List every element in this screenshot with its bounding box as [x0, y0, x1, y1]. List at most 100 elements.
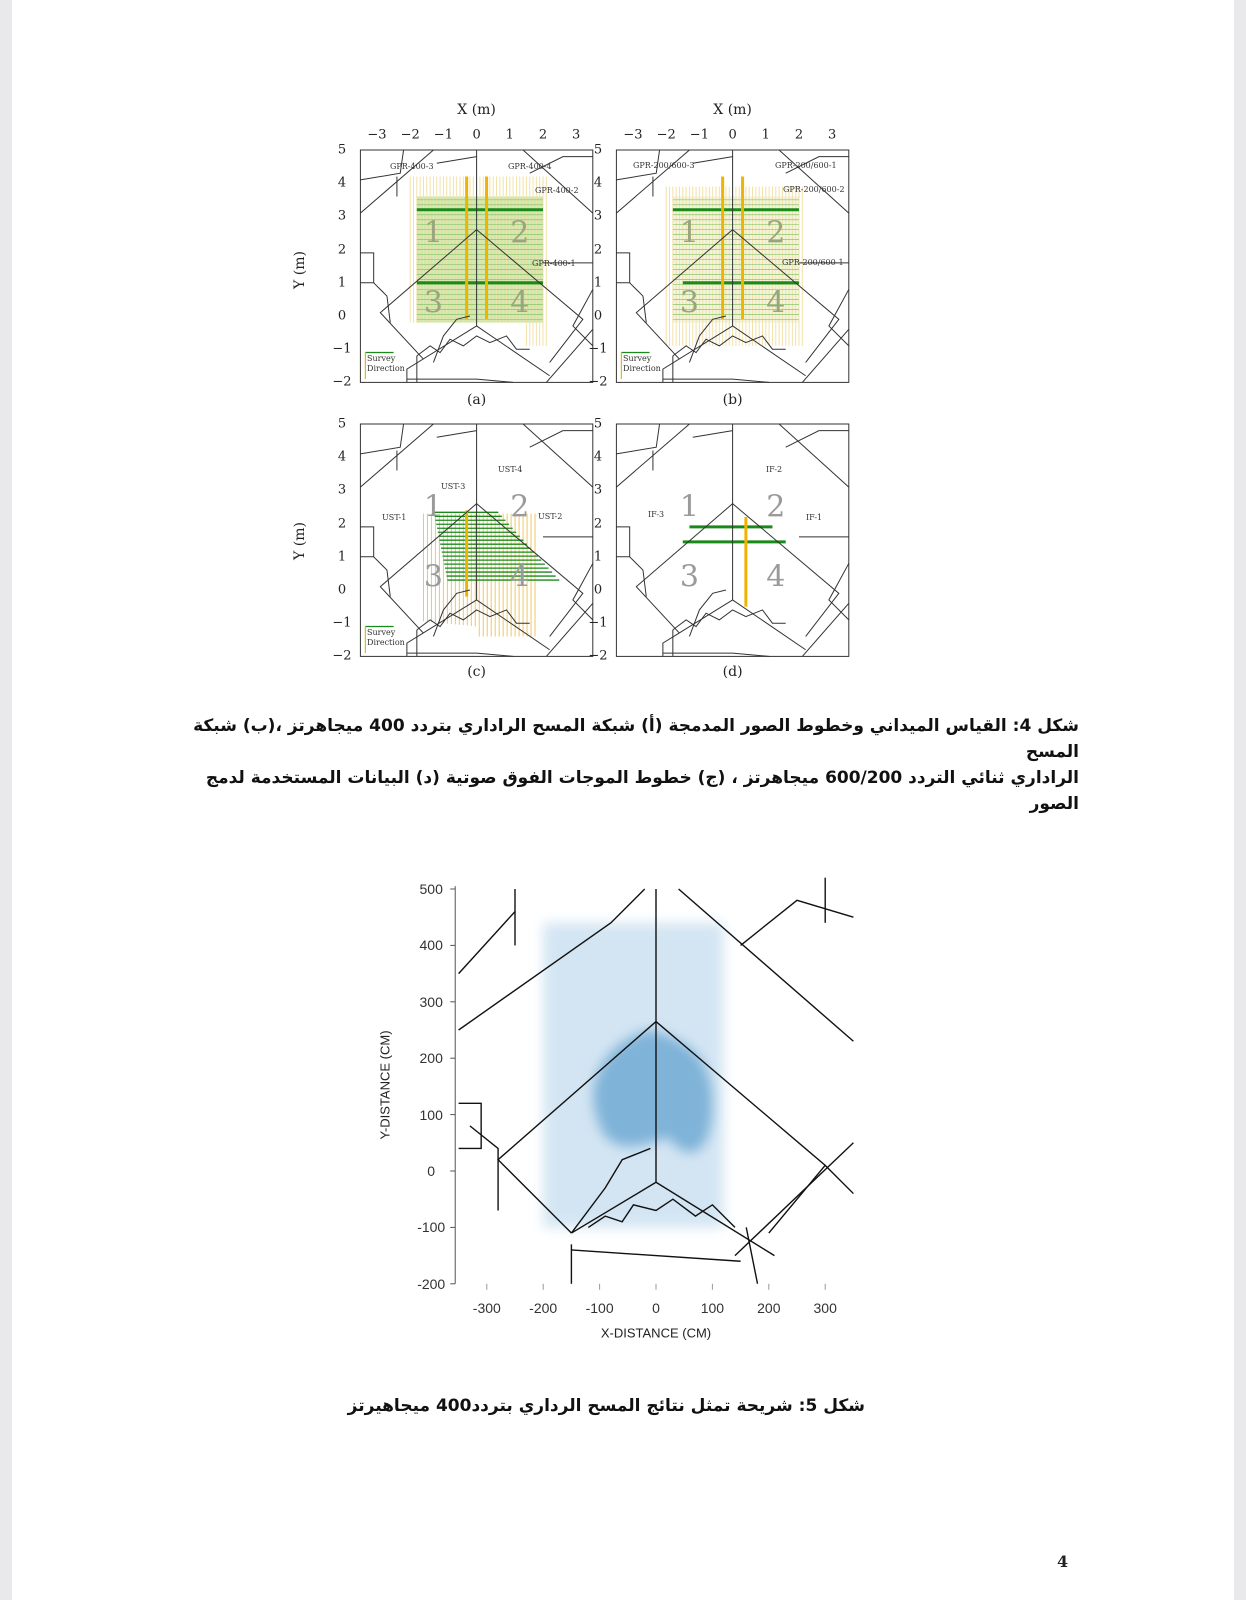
- y-axis-title: Y (m): [292, 522, 308, 560]
- map-curve: [432, 315, 471, 363]
- region-number: 3: [423, 559, 443, 595]
- x-tick-label: 1: [505, 127, 514, 143]
- x-tick-label: −3: [367, 127, 387, 143]
- fig5-y-tick-label: 0: [427, 1163, 436, 1179]
- map-diamond-right: [476, 503, 584, 637]
- line-label: UST-3: [441, 482, 466, 491]
- y-tick-label: 3: [337, 482, 347, 498]
- fig5-map-line: [571, 1249, 741, 1262]
- fig5-x-tick-label: 0: [652, 1299, 660, 1316]
- map-lower-right: [732, 325, 806, 377]
- x-tick-label: −2: [656, 127, 676, 143]
- y-tick-label: 1: [593, 275, 603, 291]
- line-label: IF-1: [806, 513, 823, 522]
- region-number: 4: [766, 559, 786, 595]
- y-tick-label: 5: [337, 416, 347, 432]
- map-wavy-edge: [416, 335, 530, 357]
- figure-graphics: [359, 149, 857, 1290]
- map-boundary: [785, 156, 849, 174]
- y-tick-label: 2: [337, 516, 347, 532]
- region-number: 1: [679, 489, 699, 525]
- map-boundary: [545, 328, 594, 383]
- fig5-x-tick-label: 200: [757, 1299, 781, 1316]
- x-tick-label: 3: [572, 127, 581, 143]
- line-label: GPR-200/600-1: [782, 258, 844, 267]
- x-tick-label: 3: [828, 127, 837, 143]
- map-curve: [688, 315, 727, 363]
- y-tick-label: −2: [332, 648, 352, 664]
- map-boundary: [522, 149, 594, 214]
- fig5-x-tick-label: 300: [813, 1299, 837, 1316]
- line-label: GPR-400-4: [508, 162, 552, 171]
- fig5-map-line: [469, 1125, 499, 1211]
- survey-direction-label: Survey: [623, 354, 652, 364]
- line-label: UST-2: [538, 512, 563, 521]
- y-tick-label: 4: [593, 449, 603, 465]
- map-curve: [373, 556, 391, 597]
- map-wavy-edge: [672, 335, 786, 357]
- y-tick-label: −2: [588, 648, 608, 664]
- fig5-x-axis-title: X-DISTANCE (CM): [600, 1325, 712, 1341]
- y-tick-label: −2: [332, 374, 352, 390]
- line-label: GPR-200/600-2: [783, 185, 845, 194]
- x-tick-label: −3: [623, 127, 643, 143]
- survey-direction-label: Survey: [367, 354, 396, 364]
- map-diamond-left: [379, 229, 477, 360]
- y-tick-label: 3: [593, 208, 603, 224]
- figure4-caption-line2: الراداري ثنائي التردد 600/200 ميجاهرتز ،…: [205, 768, 1079, 814]
- fig5-x-tick-label: 100: [700, 1299, 725, 1316]
- map-boundary: [616, 423, 661, 455]
- map-box: [360, 252, 375, 284]
- fig5-x-tick-label: -200: [529, 1299, 558, 1316]
- map-boundary: [801, 328, 850, 383]
- map-curve: [432, 589, 471, 637]
- y-tick-label: −1: [588, 615, 608, 631]
- map-boundary: [406, 652, 514, 657]
- fig5-map-line: [571, 1181, 657, 1234]
- map-boundary: [522, 423, 594, 488]
- survey-direction-label: Direction: [623, 364, 661, 374]
- fig5-map-line: [745, 1227, 759, 1284]
- y-tick-label: 3: [593, 482, 603, 498]
- y-tick-label: −2: [588, 374, 608, 390]
- map-boundary: [406, 378, 514, 383]
- y-tick-label: 0: [593, 582, 603, 598]
- map-boundary: [616, 149, 661, 181]
- fig5-map-line: [678, 888, 854, 1042]
- y-tick-label: 5: [593, 416, 603, 432]
- map-diamond-right: [476, 229, 584, 363]
- map-boundary: [529, 430, 593, 448]
- map-diamond-left: [635, 229, 733, 360]
- y-tick-label: 1: [337, 275, 347, 291]
- fig5-map-line: [740, 899, 854, 946]
- figure4-caption-line1: شكل 4: القياس الميداني وخطوط الصور المدم…: [193, 716, 1079, 762]
- survey-direction-label: Direction: [367, 364, 405, 374]
- fig5-y-tick-label: 200: [419, 1050, 443, 1067]
- map-box: [616, 252, 631, 284]
- region-number: 1: [679, 215, 699, 251]
- region-number: 4: [510, 559, 530, 595]
- map-boundary: [662, 378, 770, 383]
- line-label: IF-3: [648, 510, 665, 519]
- fig5-y-tick-label: 400: [419, 937, 443, 954]
- map-boundary: [436, 430, 477, 438]
- fig5-map-line: [570, 1147, 651, 1234]
- map-boundary: [572, 563, 594, 621]
- line-label: GPR-400-1: [532, 259, 576, 268]
- fig5-map-line: [458, 888, 646, 1031]
- region-number: 3: [423, 285, 443, 321]
- map-boundary: [778, 423, 850, 488]
- x-tick-label: 2: [538, 127, 548, 143]
- map-boundary: [360, 423, 405, 455]
- region-number: 4: [766, 285, 786, 321]
- x-tick-label: −1: [689, 127, 709, 143]
- x-axis-title: X (m): [713, 102, 752, 118]
- region-number: 3: [679, 559, 699, 595]
- panel-subcaption: (a): [466, 392, 487, 408]
- fig5-y-tick-label: 300: [419, 993, 443, 1010]
- x-axis-title: X (m): [457, 102, 496, 118]
- y-tick-label: 2: [593, 516, 603, 532]
- map-boundary: [801, 602, 850, 657]
- map-diamond-left: [379, 503, 477, 634]
- y-tick-label: 5: [593, 142, 603, 158]
